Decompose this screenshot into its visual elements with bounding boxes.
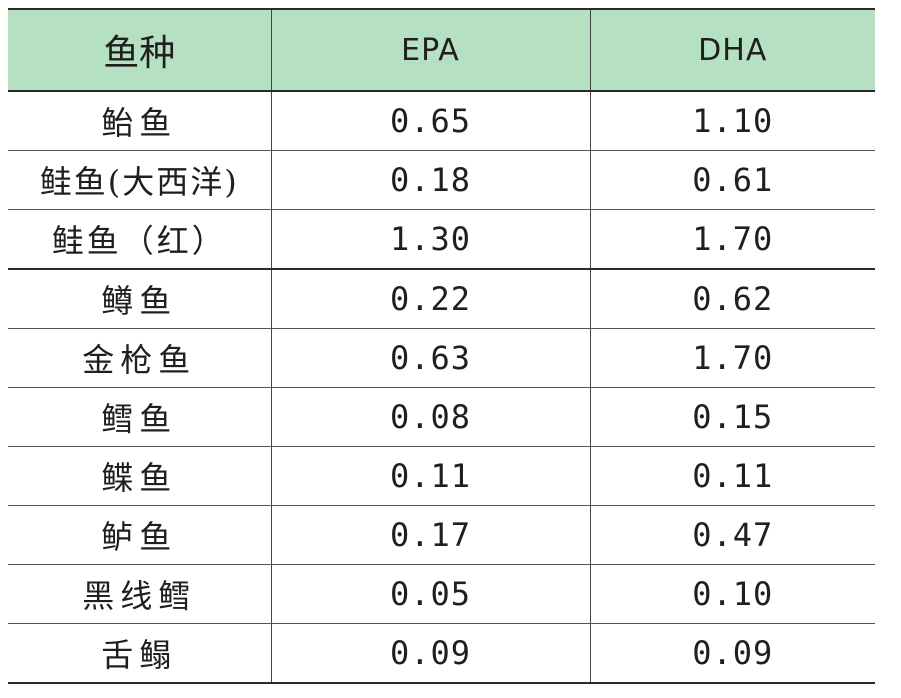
fish-name-cell: 鲽鱼: [8, 446, 271, 506]
epa-value-cell: 0.18: [270, 150, 590, 210]
epa-value-cell: 0.09: [270, 623, 590, 684]
table-row: 黑线鳕 0.05 0.10: [8, 564, 875, 624]
table-row: 舌鳎 0.09 0.09: [8, 623, 875, 684]
table-row: 鲑鱼（红） 1.30 1.70: [8, 209, 875, 270]
dha-value-cell: 0.10: [589, 564, 875, 624]
dha-value-cell: 0.47: [589, 505, 875, 565]
dha-value-cell: 0.09: [589, 623, 875, 684]
table-row: 鳟鱼 0.22 0.62: [8, 269, 875, 329]
table-row: 金枪鱼 0.63 1.70: [8, 328, 875, 388]
epa-value-cell: 0.65: [270, 91, 590, 151]
dha-value-cell: 1.70: [589, 209, 875, 270]
epa-value-cell: 0.05: [270, 564, 590, 624]
epa-value-cell: 0.63: [270, 328, 590, 388]
fish-omega3-table: 鱼种 EPA DHA 鲐鱼 0.65 1.10 鲑鱼(大西洋) 0.18 0.6…: [8, 8, 875, 684]
table-header: 鱼种 EPA DHA: [8, 8, 875, 92]
fish-name-cell: 鲑鱼(大西洋): [8, 150, 271, 210]
dha-value-cell: 0.61: [589, 150, 875, 210]
table-row: 鲽鱼 0.11 0.11: [8, 446, 875, 506]
header-fish-species: 鱼种: [8, 8, 271, 92]
fish-name-cell: 金枪鱼: [8, 328, 271, 388]
table-row: 鲈鱼 0.17 0.47: [8, 505, 875, 565]
epa-value-cell: 0.22: [270, 269, 590, 329]
fish-name-cell: 鲈鱼: [8, 505, 271, 565]
table-body: 鲐鱼 0.65 1.10 鲑鱼(大西洋) 0.18 0.61 鲑鱼（红） 1.3…: [8, 91, 875, 684]
dha-value-cell: 1.10: [589, 91, 875, 151]
table-row: 鳕鱼 0.08 0.15: [8, 387, 875, 447]
epa-value-cell: 0.11: [270, 446, 590, 506]
dha-value-cell: 0.15: [589, 387, 875, 447]
epa-value-cell: 0.17: [270, 505, 590, 565]
fish-omega3-table-container: 鱼种 EPA DHA 鲐鱼 0.65 1.10 鲑鱼(大西洋) 0.18 0.6…: [8, 8, 875, 684]
epa-value-cell: 0.08: [270, 387, 590, 447]
fish-name-cell: 舌鳎: [8, 623, 271, 684]
header-epa: EPA: [270, 8, 590, 92]
fish-name-cell: 鳕鱼: [8, 387, 271, 447]
table-row: 鲑鱼(大西洋) 0.18 0.61: [8, 150, 875, 210]
header-row: 鱼种 EPA DHA: [8, 8, 875, 92]
fish-name-cell: 鳟鱼: [8, 269, 271, 329]
header-dha: DHA: [589, 8, 875, 92]
dha-value-cell: 0.62: [589, 269, 875, 329]
fish-name-cell: 鲐鱼: [8, 91, 271, 151]
fish-name-cell: 鲑鱼（红）: [8, 209, 271, 270]
dha-value-cell: 1.70: [589, 328, 875, 388]
epa-value-cell: 1.30: [270, 209, 590, 270]
dha-value-cell: 0.11: [589, 446, 875, 506]
fish-name-cell: 黑线鳕: [8, 564, 271, 624]
table-row: 鲐鱼 0.65 1.10: [8, 91, 875, 151]
